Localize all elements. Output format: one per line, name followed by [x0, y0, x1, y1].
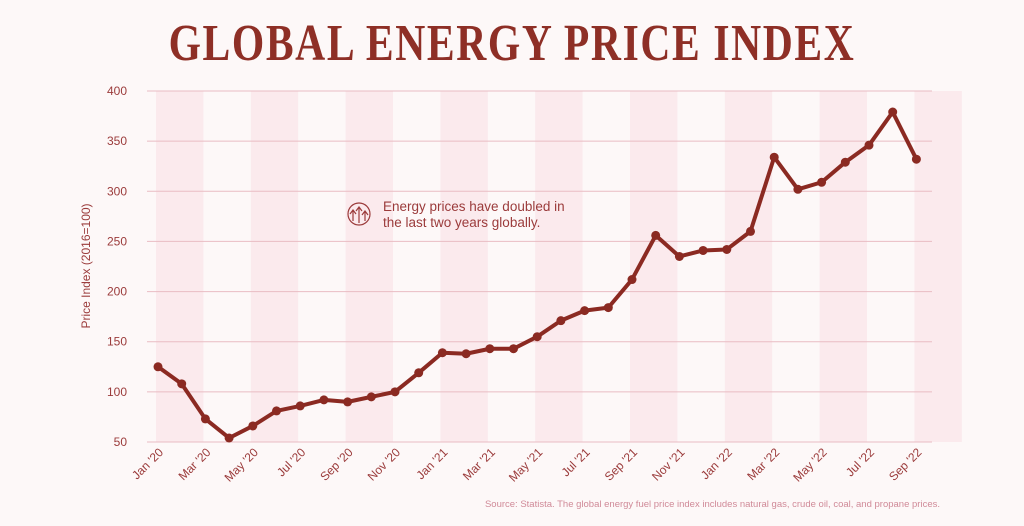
data-point — [722, 244, 732, 254]
x-tick-label: May '21 — [506, 445, 546, 485]
data-point — [840, 157, 850, 167]
data-point — [437, 348, 447, 358]
data-point — [746, 226, 755, 236]
data-point — [627, 275, 637, 285]
data-point — [295, 401, 305, 411]
annotation: Energy prices have doubled in the last t… — [347, 199, 565, 230]
x-tick-label: May '20 — [222, 445, 262, 485]
source-note: Source: Statista. The global energy fuel… — [484, 499, 940, 510]
x-tick-label: Nov '21 — [649, 445, 688, 484]
x-tick-label: Nov '20 — [365, 445, 404, 484]
y-axis-label: Price Index (2016=100) — [79, 203, 93, 328]
background-band — [156, 91, 204, 442]
gridlines — [147, 90, 932, 443]
data-point — [864, 140, 874, 150]
data-point — [177, 379, 187, 389]
data-point — [532, 332, 542, 342]
x-tick-label: Jul '22 — [843, 445, 877, 479]
y-tick-label: 50 — [114, 435, 128, 449]
y-tick-label: 350 — [107, 134, 127, 148]
data-point — [200, 414, 210, 424]
x-tick-label: Sep '21 — [602, 445, 641, 484]
data-point — [485, 344, 495, 354]
data-point — [414, 368, 424, 378]
y-tick-label: 300 — [107, 184, 127, 198]
background-band — [345, 91, 393, 442]
data-point — [888, 107, 898, 117]
chart-title: GLOBAL ENERGY PRICE INDEX — [168, 15, 856, 72]
data-point — [793, 184, 803, 194]
rising-arrows-icon — [347, 202, 371, 226]
x-tick-label: Mar '20 — [176, 445, 214, 483]
data-point — [817, 177, 827, 187]
data-point — [698, 245, 708, 255]
x-tick-label: Jan '22 — [698, 445, 735, 482]
x-tick-label: Mar '21 — [460, 445, 498, 483]
x-tick-label: Jan '20 — [129, 445, 166, 482]
y-tick-label: 100 — [107, 385, 127, 399]
data-point — [674, 251, 684, 261]
data-point — [390, 387, 400, 397]
x-tick-label: Mar '22 — [744, 445, 782, 483]
data-point — [272, 406, 281, 416]
annotation-line-1: Energy prices have doubled in — [383, 199, 565, 214]
x-tick-label: May '22 — [790, 445, 830, 485]
x-tick-label: Jul '20 — [274, 445, 308, 479]
data-point — [153, 362, 163, 372]
x-axis: Jan '20 Mar '20 May '20 Jul '20 Sep '20 Nov '… — [129, 445, 925, 485]
x-tick-label: Sep '22 — [886, 445, 925, 484]
background-bands — [156, 91, 962, 442]
data-point — [461, 349, 471, 359]
data-point — [580, 306, 590, 316]
series-line — [153, 107, 921, 443]
data-point — [769, 152, 779, 162]
annotation-line-2: the last two years globally. — [383, 215, 540, 230]
x-tick-label: Sep '20 — [317, 445, 356, 484]
data-point — [603, 303, 613, 313]
data-point — [366, 392, 376, 402]
data-point — [319, 395, 329, 405]
background-band — [440, 91, 488, 442]
data-point — [343, 397, 353, 407]
data-point — [248, 421, 258, 431]
x-tick-label: Jan '21 — [414, 445, 451, 482]
background-band — [819, 91, 867, 442]
y-axis: 50 100 150 200 250 300 350 400 — [107, 84, 127, 449]
data-point — [651, 230, 661, 240]
y-tick-label: 150 — [107, 335, 127, 349]
data-point — [509, 344, 518, 354]
x-tick-label: Jul '21 — [559, 445, 593, 479]
y-tick-label: 400 — [107, 84, 127, 98]
background-band — [535, 91, 583, 442]
data-point — [911, 154, 921, 164]
background-band — [724, 91, 773, 442]
background-band — [914, 91, 962, 442]
y-tick-label: 200 — [107, 285, 127, 299]
data-point — [556, 316, 566, 326]
y-tick-label: 250 — [107, 234, 127, 248]
data-point — [224, 433, 234, 443]
background-band — [250, 91, 299, 442]
